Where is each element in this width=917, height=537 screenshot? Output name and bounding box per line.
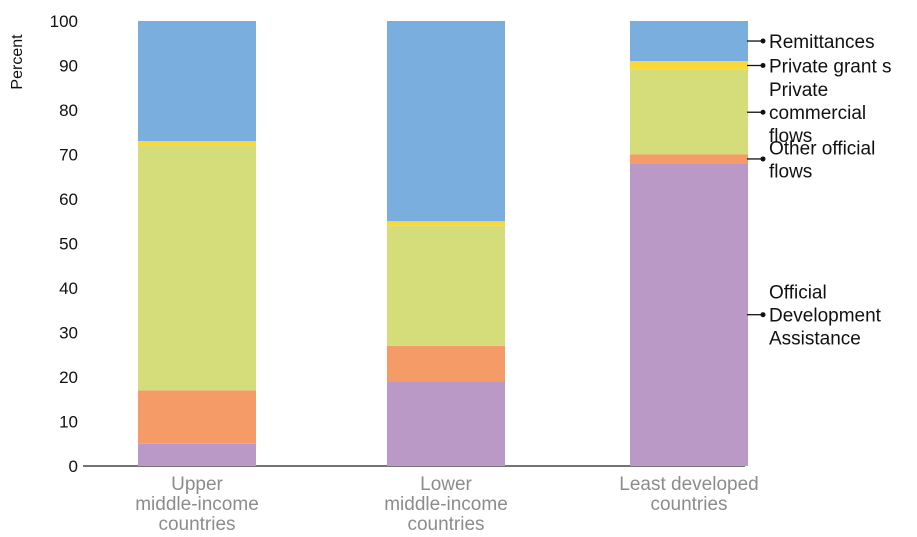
y-tick-label-50: 50 xyxy=(59,235,78,254)
y-tick-label-20: 20 xyxy=(59,368,78,387)
category-label-0-line-0: Upper xyxy=(171,474,223,495)
y-tick-label-90: 90 xyxy=(59,57,78,76)
y-tick-label-0: 0 xyxy=(69,457,78,476)
legend-label-other-official-flows-line-1: flows xyxy=(769,161,812,182)
legend-label-private-commercial-flows-line-1: commercial xyxy=(769,103,866,124)
legend-dot-remittances xyxy=(760,38,766,44)
legend-dot-private-commercial-flows xyxy=(760,109,766,115)
y-tick-label-80: 80 xyxy=(59,101,78,120)
y-tick-label-100: 100 xyxy=(50,12,78,31)
category-label-1-line-2: countries xyxy=(407,514,484,535)
legend-label-remittances-line-0: Remittances xyxy=(769,32,875,53)
y-axis-ticks: 0 10 20 30 40 50 60 70 80 90 100 xyxy=(50,12,78,476)
bar-2-private-grants xyxy=(630,61,748,70)
category-label-0-line-1: middle-income xyxy=(135,494,259,515)
y-tick-label-70: 70 xyxy=(59,146,78,165)
category-label-2-line-1: countries xyxy=(650,494,727,515)
bar-0-other-official-flows xyxy=(138,390,256,444)
bar-1-official-development-assistance xyxy=(387,381,505,466)
category-label-0-line-2: countries xyxy=(158,514,235,535)
category-labels: Uppermiddle-incomecountriesLowermiddle-i… xyxy=(135,474,759,535)
bar-2-private-commercial-flows xyxy=(630,69,748,155)
legend-label-official-development-assistance-line-1: Development xyxy=(769,306,882,327)
y-tick-label-30: 30 xyxy=(59,324,78,343)
bar-0-remittances xyxy=(138,21,256,142)
bar-2-official-development-assistance xyxy=(630,163,748,466)
bar-2-remittances xyxy=(630,21,748,62)
category-label-1-line-1: middle-income xyxy=(384,494,508,515)
bar-2-other-official-flows xyxy=(630,154,748,164)
legend-label-private-commercial-flows-line-0: Private xyxy=(769,80,828,101)
bar-0-private-grants xyxy=(138,141,256,146)
legend-dot-private-grants xyxy=(760,63,766,68)
category-label-2-line-0: Least developed xyxy=(619,474,758,495)
bar-segments xyxy=(138,21,748,466)
bar-1-remittances xyxy=(387,21,505,222)
y-tick-label-60: 60 xyxy=(59,190,78,209)
legend-label-official-development-assistance-line-0: Official xyxy=(769,283,827,304)
bar-1-other-official-flows xyxy=(387,345,505,382)
bar-0-private-commercial-flows xyxy=(138,145,256,391)
legend-dot-other-official-flows xyxy=(760,156,766,162)
category-label-1-line-0: Lower xyxy=(420,474,472,495)
legend-dot-official-development-assistance xyxy=(760,312,766,318)
legend-label-private-commercial-flows-line-2: flows xyxy=(769,126,812,147)
y-axis-title: Percent xyxy=(9,34,26,90)
bar-1-private-commercial-flows xyxy=(387,225,505,346)
y-tick-label-10: 10 xyxy=(59,413,78,432)
y-tick-label-40: 40 xyxy=(59,279,78,298)
legend-label-other-official-flows-line-0: Other official xyxy=(769,138,875,159)
legend-label-official-development-assistance-line-2: Assistance xyxy=(769,329,861,350)
bar-0-official-development-assistance xyxy=(138,443,256,466)
legend-label-private-grants-line-0: Private grant s xyxy=(769,57,892,78)
bar-1-private-grants xyxy=(387,221,505,226)
